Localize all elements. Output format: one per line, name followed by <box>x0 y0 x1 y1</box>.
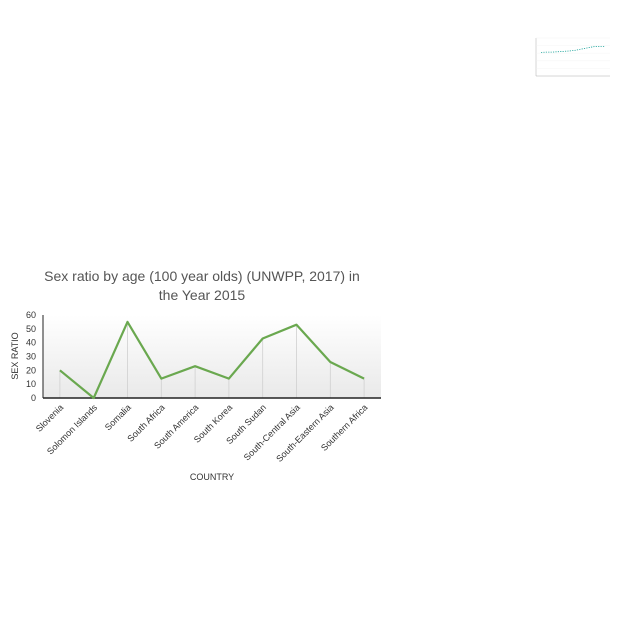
thumbnail-series-line <box>540 45 605 53</box>
chart-title-line-2: the Year 2015 <box>159 287 246 303</box>
y-tick-label: 10 <box>26 379 36 389</box>
y-tick-label: 50 <box>26 324 36 334</box>
line-chart: Sex ratio by age (100 year olds) (UNWPP,… <box>10 268 381 482</box>
x-axis-label: COUNTRY <box>190 472 234 482</box>
x-tick-label: South-Eastern Asia <box>274 402 336 464</box>
y-tick-label: 30 <box>26 352 36 362</box>
y-tick-label: 60 <box>26 310 36 320</box>
y-axis-label: SEX RATIO <box>10 332 20 379</box>
y-tick-label: 40 <box>26 338 36 348</box>
y-tick-label: 0 <box>31 393 36 403</box>
x-tick-label: Slovenia <box>34 402 65 433</box>
series-line <box>59 320 365 400</box>
thumbnail-chart <box>535 37 610 77</box>
x-tick-label: Somalia <box>103 402 133 432</box>
chart-title-line-1: Sex ratio by age (100 year olds) (UNWPP,… <box>44 268 360 284</box>
y-tick-label: 20 <box>26 365 36 375</box>
